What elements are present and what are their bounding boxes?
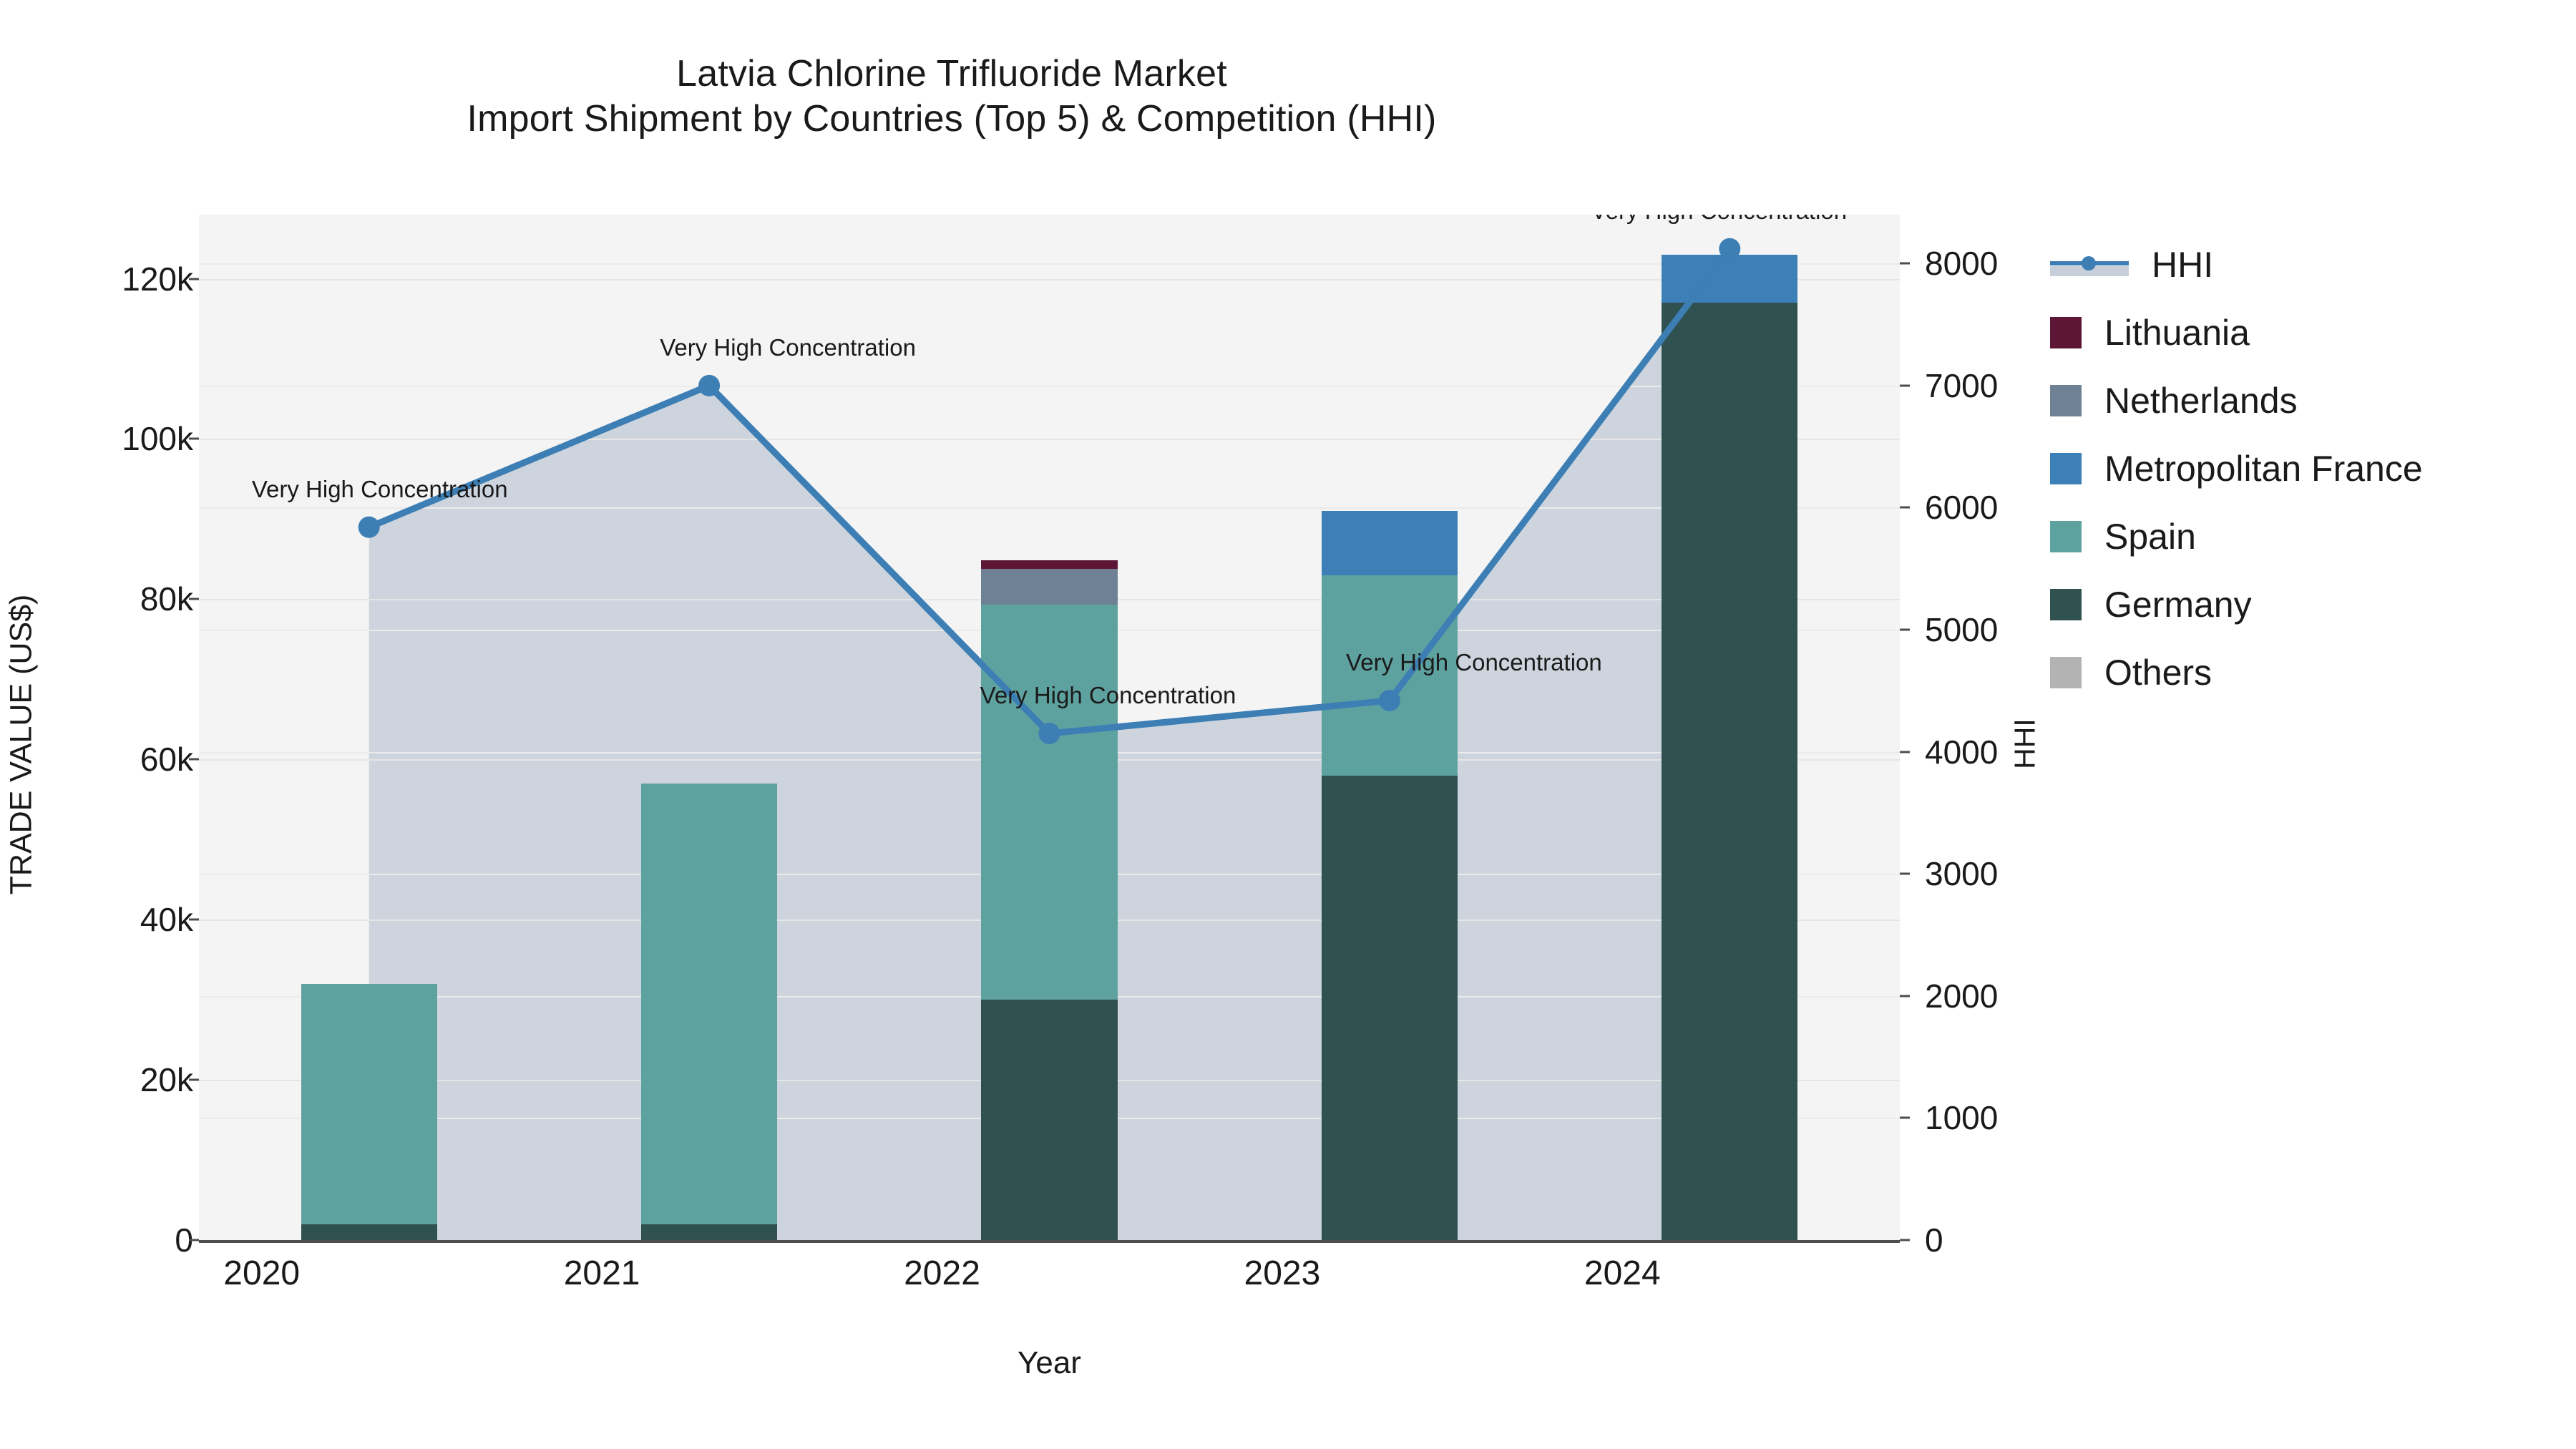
x-tick-label-2020: 2020 xyxy=(223,1254,301,1292)
legend-item-label: Spain xyxy=(2104,516,2196,557)
y-tick-mark-right xyxy=(1900,1116,1910,1119)
legend-color-swatch xyxy=(2050,316,2082,348)
legend-color-swatch xyxy=(2050,384,2082,416)
y-tick-label-right: 1000 xyxy=(1925,1099,1999,1137)
y-tick-label-right: 7000 xyxy=(1925,366,1999,404)
y-tick-label-left: 120k xyxy=(122,260,193,298)
annotation-concentration-2024: Very High Concentration xyxy=(1490,215,1900,225)
annotation-concentration-2023: Very High Concentration xyxy=(1346,648,1602,675)
y-tick-label-left: 100k xyxy=(122,420,193,458)
y-tick-mark-right xyxy=(1900,995,1910,997)
y-tick-label-right: 3000 xyxy=(1925,855,1999,893)
hhi-markers-overlay xyxy=(358,238,1741,745)
legend-item-germany[interactable]: Germany xyxy=(2050,570,2551,638)
bar-segment-germany[interactable] xyxy=(1321,775,1458,1240)
annotation-concentration-2022: Very High Concentration xyxy=(980,682,1236,709)
x-tick-label-2024: 2024 xyxy=(1584,1254,1661,1292)
y-tick-label-right: 5000 xyxy=(1925,611,1999,649)
y-tick-label-right: 8000 xyxy=(1925,245,1999,283)
y-tick-label-left: 20k xyxy=(140,1061,193,1099)
y-tick-mark-left xyxy=(189,918,199,921)
y-tick-label-right: 2000 xyxy=(1925,977,1999,1015)
y-tick-mark-right xyxy=(1900,262,1910,265)
chart-title: Latvia Chlorine Trifluoride Market Impor… xyxy=(467,53,1437,140)
legend-item-others[interactable]: Others xyxy=(2050,638,2551,706)
legend-item-metropolitan-france[interactable]: Metropolitan France xyxy=(2050,434,2551,502)
x-axis-line xyxy=(199,1240,1900,1243)
legend-item-label: Netherlands xyxy=(2104,380,2298,421)
legend-area-swatch xyxy=(2050,265,2129,276)
hhi-marker-2020[interactable] xyxy=(358,516,380,538)
y-tick-label-right: 0 xyxy=(1925,1221,1943,1259)
legend-color-swatch xyxy=(2050,452,2082,484)
bar-segment-metropolitan-france[interactable] xyxy=(1321,511,1458,575)
bar-group-2021[interactable] xyxy=(641,215,778,1240)
bar-segment-germany[interactable] xyxy=(301,1224,437,1240)
x-tick-label-2023: 2023 xyxy=(1244,1254,1321,1292)
hhi-marker-2024[interactable] xyxy=(1719,238,1741,260)
legend-item-lithuania[interactable]: Lithuania xyxy=(2050,298,2551,366)
hhi-marker-2021[interactable] xyxy=(698,374,721,396)
y-tick-mark-right xyxy=(1900,872,1910,875)
hhi-marker-2023[interactable] xyxy=(1378,689,1400,711)
gridline-right xyxy=(199,507,1900,509)
legend-color-swatch xyxy=(2050,588,2082,620)
bar-segment-germany[interactable] xyxy=(641,1224,778,1240)
y-tick-mark-left xyxy=(189,278,199,280)
gridline-left xyxy=(199,439,1900,441)
y-tick-mark-left xyxy=(189,1078,199,1081)
annotation-concentration-2020: Very High Concentration xyxy=(251,475,508,502)
y-tick-mark-right xyxy=(1900,628,1910,631)
legend-item-label: Lithuania xyxy=(2104,312,2250,353)
legend-item-spain[interactable]: Spain xyxy=(2050,502,2551,570)
legend-item-label: Germany xyxy=(2104,584,2252,625)
y-tick-mark-right xyxy=(1900,506,1910,509)
bar-segment-metropolitan-france[interactable] xyxy=(1662,254,1798,303)
plot-area: Very High Concentration Very High Concent… xyxy=(199,215,1900,1240)
hhi-marker-2022[interactable] xyxy=(1038,723,1060,745)
annotation-concentration-2021: Very High Concentration xyxy=(660,333,916,361)
x-tick-label-2022: 2022 xyxy=(904,1254,980,1292)
y-tick-label-left: 60k xyxy=(140,741,193,779)
bar-segment-spain[interactable] xyxy=(981,605,1118,1000)
bar-segment-germany[interactable] xyxy=(981,1000,1118,1240)
legend-color-swatch xyxy=(2050,520,2082,552)
legend-item-netherlands[interactable]: Netherlands xyxy=(2050,366,2551,434)
x-axis-title: Year xyxy=(1018,1345,1081,1380)
y-tick-mark-right xyxy=(1900,384,1910,387)
gridline-right xyxy=(199,263,1900,265)
bar-segment-spain[interactable] xyxy=(301,983,437,1224)
legend-marker-dot xyxy=(2082,255,2096,270)
bar-segment-spain[interactable] xyxy=(641,783,778,1224)
y-tick-label-left: 80k xyxy=(140,580,193,618)
x-tick-label-2021: 2021 xyxy=(563,1254,640,1292)
y-tick-mark-left xyxy=(189,758,199,761)
y-tick-label-right: 6000 xyxy=(1925,489,1999,527)
y-tick-label-left: 40k xyxy=(140,901,193,939)
legend-item-label: Metropolitan France xyxy=(2104,448,2423,489)
legend-item-label: HHI xyxy=(2152,244,2214,285)
y-tick-mark-right xyxy=(1900,1239,1910,1241)
legend-line-icon xyxy=(2050,249,2129,280)
legend-item-hhi[interactable]: HHI xyxy=(2050,230,2551,298)
y-tick-mark-right xyxy=(1900,751,1910,753)
legend-item-label: Others xyxy=(2104,652,2212,693)
y-tick-mark-left xyxy=(189,437,199,440)
y-tick-label-right: 4000 xyxy=(1925,733,1999,771)
y-tick-mark-left xyxy=(189,1239,199,1241)
gridline-left xyxy=(199,278,1900,280)
bar-segment-lithuania[interactable] xyxy=(981,560,1118,569)
bar-segment-netherlands[interactable] xyxy=(981,568,1118,605)
y-tick-mark-left xyxy=(189,597,199,600)
gridline-right xyxy=(199,385,1900,387)
bar-group-2023[interactable] xyxy=(1321,215,1458,1240)
bar-group-2020[interactable] xyxy=(301,215,437,1240)
chart-legend: HHI Lithuania Netherlands Metropolitan Fran… xyxy=(2050,230,2551,706)
bar-segment-germany[interactable] xyxy=(1662,303,1798,1240)
bar-group-2022[interactable] xyxy=(981,215,1118,1240)
bar-segment-spain[interactable] xyxy=(1321,575,1458,776)
legend-color-swatch xyxy=(2050,656,2082,688)
bar-group-2024[interactable] xyxy=(1662,215,1798,1240)
